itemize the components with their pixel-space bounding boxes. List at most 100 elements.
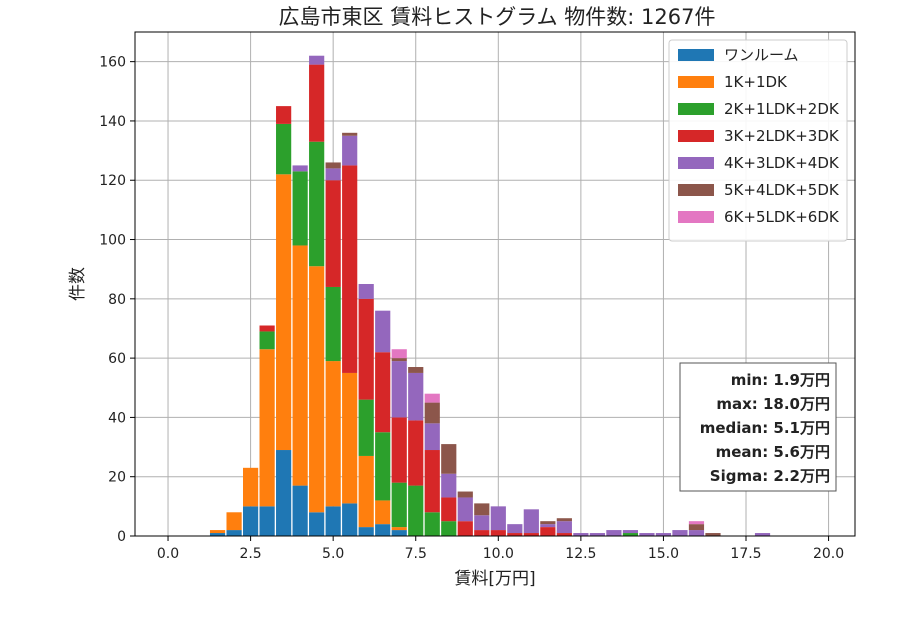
bar-segment bbox=[342, 165, 358, 373]
bar-segment bbox=[655, 533, 672, 536]
bar-segment bbox=[523, 533, 539, 536]
bar-segment bbox=[391, 361, 407, 418]
legend-swatch bbox=[678, 76, 714, 88]
x-axis-ticks: 0.0 2.5 5.0 7.5 10.0 12.5 15.0 17.5 20.0 bbox=[157, 536, 844, 562]
bar-segment bbox=[457, 491, 473, 498]
bar-segment bbox=[556, 518, 572, 522]
bar-segment bbox=[375, 310, 391, 353]
bar-segment bbox=[457, 497, 473, 522]
bar-segment bbox=[325, 506, 341, 536]
y-axis-label: 件数 bbox=[68, 267, 88, 301]
bar-segment bbox=[276, 174, 292, 451]
bar-segment bbox=[474, 515, 490, 531]
stats-line: Sigma: 2.2万円 bbox=[710, 467, 830, 485]
bar-segment bbox=[259, 331, 275, 350]
bar-segment bbox=[408, 367, 424, 373]
bar-segment bbox=[226, 530, 242, 536]
legend-swatch bbox=[678, 103, 714, 115]
bar-segment bbox=[276, 106, 292, 124]
bar-segment bbox=[474, 530, 490, 536]
legend-swatch bbox=[678, 184, 714, 196]
bar-segment bbox=[342, 372, 358, 504]
bar-segment bbox=[358, 399, 374, 456]
bar-segment bbox=[457, 521, 473, 536]
plot-frame bbox=[134, 31, 856, 537]
bar-segment bbox=[688, 530, 705, 536]
y-tick-label: 0 bbox=[117, 529, 126, 545]
x-tick-label: 5.0 bbox=[322, 546, 344, 562]
bar-segment bbox=[276, 123, 292, 175]
legend-label: ワンルーム bbox=[724, 46, 799, 64]
y-tick-label: 160 bbox=[99, 55, 126, 71]
bar-segment bbox=[688, 524, 705, 531]
bar-segment bbox=[754, 533, 771, 536]
legend-swatch bbox=[678, 157, 714, 169]
bar-segment bbox=[358, 455, 374, 528]
bar-segment bbox=[705, 533, 721, 536]
bars bbox=[209, 55, 771, 536]
bar-segment bbox=[276, 450, 292, 536]
x-tick-label: 12.5 bbox=[565, 546, 596, 562]
legend: ワンルーム 1K+1DK 2K+1LDK+2DK 3K+2LDK+3DK 4K+3LDK… bbox=[668, 39, 848, 242]
bar-segment bbox=[391, 527, 407, 531]
bar-segment bbox=[309, 266, 325, 513]
bar-segment bbox=[507, 533, 523, 536]
stats-frame bbox=[679, 362, 837, 492]
bar-segment bbox=[391, 358, 407, 362]
x-tick-label: 0.0 bbox=[157, 546, 179, 562]
bar-segment bbox=[259, 349, 275, 507]
bar-segment bbox=[672, 530, 688, 536]
bar-segment bbox=[391, 482, 407, 528]
bar-segment bbox=[441, 473, 457, 498]
bar-segment bbox=[375, 352, 391, 433]
bar-segment bbox=[408, 372, 424, 421]
bar-segment bbox=[441, 444, 457, 474]
bar-segment bbox=[556, 533, 572, 536]
bar-segment bbox=[325, 286, 341, 362]
bar-segment bbox=[408, 485, 424, 536]
bar-segment bbox=[342, 135, 358, 166]
bar-segment bbox=[292, 245, 308, 486]
bar-segment bbox=[259, 325, 275, 332]
y-tick-label: 60 bbox=[108, 351, 126, 367]
legend-label: 2K+1LDK+2DK bbox=[724, 100, 840, 118]
legend-label: 5K+4LDK+5DK bbox=[724, 181, 840, 199]
bar-segment bbox=[540, 524, 556, 528]
bar-segment bbox=[309, 64, 325, 142]
bar-segment bbox=[375, 524, 391, 536]
bar-segment bbox=[523, 509, 539, 534]
bar-segment bbox=[309, 141, 325, 267]
y-tick-label: 140 bbox=[99, 114, 126, 130]
y-tick-label: 20 bbox=[108, 470, 126, 486]
bar-segment bbox=[309, 512, 325, 536]
y-tick-label: 80 bbox=[108, 292, 126, 308]
bar-segment bbox=[622, 533, 639, 536]
bar-segment bbox=[408, 420, 424, 486]
bar-segment bbox=[342, 132, 358, 136]
legend-label: 3K+2LDK+3DK bbox=[724, 127, 840, 145]
bar-segment bbox=[292, 171, 308, 246]
stats-line: mean: 5.6万円 bbox=[716, 443, 830, 461]
bar-segment bbox=[243, 467, 259, 507]
x-tick-label: 7.5 bbox=[405, 546, 427, 562]
bar-segment bbox=[540, 527, 556, 536]
bar-segment bbox=[424, 512, 440, 536]
bar-segment bbox=[424, 423, 440, 451]
legend-label: 1K+1DK bbox=[724, 73, 788, 91]
legend-label: 4K+3LDK+4DK bbox=[724, 154, 840, 172]
legend-swatch bbox=[678, 211, 714, 223]
bar-segment bbox=[325, 180, 341, 287]
bar-segment bbox=[292, 165, 308, 172]
bar-segment bbox=[259, 506, 275, 536]
bar-segment bbox=[391, 349, 407, 359]
chart-title: 広島市東区 賃料ヒストグラム 物件数: 1267件 bbox=[279, 5, 716, 29]
legend-swatch bbox=[678, 130, 714, 142]
bar-segment bbox=[292, 485, 308, 536]
bar-segment bbox=[325, 168, 341, 181]
x-tick-label: 10.0 bbox=[483, 546, 514, 562]
y-tick-label: 120 bbox=[99, 173, 126, 189]
y-tick-label: 100 bbox=[99, 233, 126, 249]
legend-label: 6K+5LDK+6DK bbox=[724, 208, 840, 226]
bar-segment bbox=[622, 530, 639, 534]
